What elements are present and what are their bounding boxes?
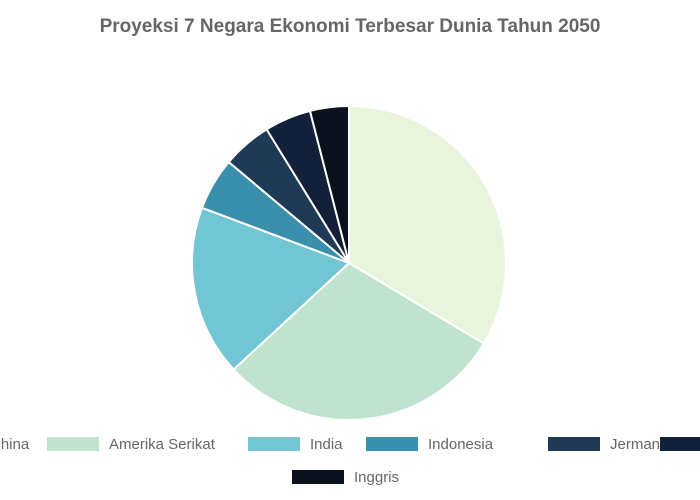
pie-slice xyxy=(191,206,351,371)
legend-label: Indonesia xyxy=(428,436,494,453)
legend-swatch xyxy=(366,437,418,451)
legend-label: India xyxy=(310,436,343,453)
pie-slice xyxy=(308,104,350,264)
legend-swatch xyxy=(548,437,600,451)
legend-swatch xyxy=(660,437,700,451)
legend-label: Amerika Serikat xyxy=(109,436,216,453)
legend-label: Inggris xyxy=(354,469,399,486)
pie-slice xyxy=(348,104,507,345)
legend-swatch xyxy=(47,437,99,451)
legend-swatch xyxy=(292,470,344,484)
legend-label: China xyxy=(0,436,30,453)
chart-title: Proyeksi 7 Negara Ekonomi Terbesar Dunia… xyxy=(100,16,601,37)
legend-label: Jerman xyxy=(610,436,660,453)
pie-slice xyxy=(232,261,486,421)
legend-swatch xyxy=(248,437,300,451)
